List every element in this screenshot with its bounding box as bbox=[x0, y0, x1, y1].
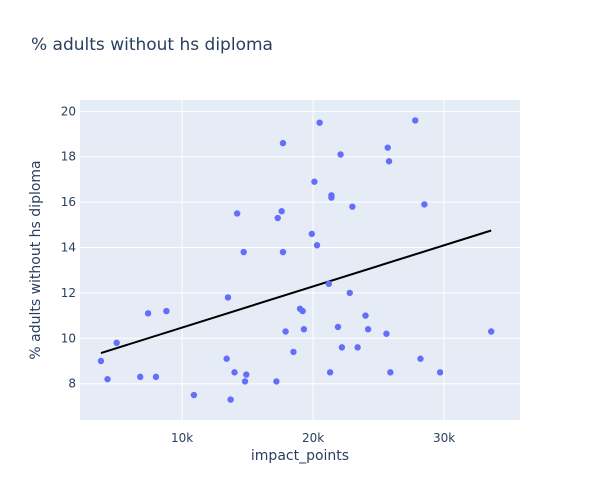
data-point bbox=[163, 307, 170, 315]
data-point bbox=[383, 330, 390, 337]
trendline-layer bbox=[100, 229, 492, 355]
data-point bbox=[241, 378, 249, 385]
data-point bbox=[349, 203, 356, 210]
data-point bbox=[104, 375, 111, 383]
chart-title: % adults without hs diploma bbox=[31, 35, 273, 55]
data-point bbox=[328, 194, 335, 201]
data-point bbox=[316, 119, 323, 126]
plot-area bbox=[80, 100, 520, 420]
x-axis-title: impact_points bbox=[251, 448, 349, 464]
y-tick-label: 12 bbox=[61, 286, 76, 300]
data-point bbox=[387, 369, 394, 376]
data-point bbox=[436, 369, 444, 376]
data-point bbox=[152, 373, 160, 381]
x-axis-ticks: 10k 20k 30k bbox=[171, 431, 455, 445]
data-point bbox=[300, 326, 308, 333]
data-point bbox=[346, 289, 353, 297]
y-tick-label: 18 bbox=[61, 150, 76, 164]
data-point bbox=[274, 214, 281, 222]
data-point bbox=[421, 201, 428, 208]
data-point bbox=[311, 178, 318, 185]
data-point bbox=[282, 328, 289, 335]
y-tick-label: 8 bbox=[68, 377, 76, 391]
y-tick-label: 14 bbox=[61, 241, 76, 255]
data-point bbox=[279, 248, 287, 256]
data-point bbox=[313, 242, 321, 249]
data-point bbox=[97, 357, 105, 365]
data-point bbox=[144, 310, 152, 317]
data-point bbox=[412, 117, 419, 124]
data-point bbox=[223, 355, 230, 362]
y-tick-label: 20 bbox=[61, 104, 76, 118]
data-point bbox=[338, 344, 346, 351]
grid-lines bbox=[80, 100, 520, 420]
x-tick-label: 30k bbox=[433, 431, 455, 445]
y-axis-title: % adults without hs diploma bbox=[28, 160, 44, 359]
data-point bbox=[290, 348, 297, 356]
data-point bbox=[278, 208, 285, 215]
data-point bbox=[326, 369, 334, 376]
trendline bbox=[100, 229, 492, 355]
y-tick-label: 10 bbox=[61, 331, 76, 345]
data-point bbox=[279, 139, 287, 147]
data-point bbox=[384, 144, 391, 151]
x-tick-label: 20k bbox=[302, 431, 324, 445]
data-point bbox=[224, 294, 232, 301]
data-point bbox=[231, 369, 238, 376]
data-point bbox=[299, 307, 306, 315]
data-point bbox=[113, 339, 120, 347]
data-point bbox=[334, 323, 342, 331]
data-point bbox=[354, 344, 361, 351]
x-tick-label: 10k bbox=[171, 431, 193, 445]
data-points bbox=[97, 117, 495, 403]
data-point bbox=[190, 391, 198, 399]
data-point bbox=[362, 312, 369, 319]
data-point bbox=[337, 151, 344, 158]
data-point bbox=[240, 248, 247, 256]
data-point bbox=[487, 328, 495, 335]
data-point bbox=[325, 280, 333, 288]
data-point bbox=[417, 355, 424, 362]
y-tick-label: 16 bbox=[61, 195, 76, 209]
y-axis-ticks: 8 10 12 14 16 18 20 bbox=[61, 104, 76, 390]
data-point bbox=[273, 378, 280, 385]
data-point bbox=[364, 326, 372, 333]
data-point bbox=[243, 371, 250, 378]
data-point bbox=[385, 158, 393, 165]
data-point bbox=[233, 210, 241, 217]
data-point bbox=[137, 373, 144, 381]
data-point bbox=[227, 396, 234, 403]
data-point bbox=[308, 230, 315, 238]
